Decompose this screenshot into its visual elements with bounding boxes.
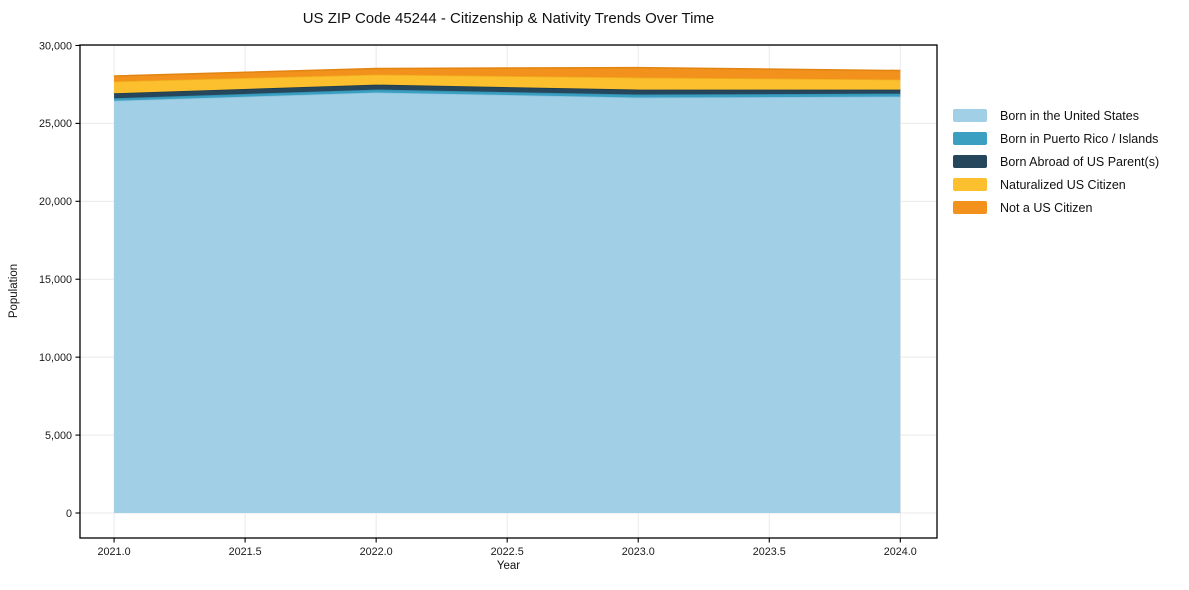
legend-item: Born in Puerto Rico / Islands [953, 131, 1159, 146]
y-tick-label: 25,000 [39, 118, 72, 130]
legend-item-label: Born Abroad of US Parent(s) [1000, 154, 1160, 169]
legend-item: Born in the United States [953, 108, 1159, 123]
x-tick-label: 2024.0 [884, 546, 917, 558]
axis-tick-labels: 2021.0 2021.5 2022.0 2022.5 2023.0 2023.5 2024… [39, 40, 917, 558]
y-axis-label: Population [8, 263, 20, 319]
x-tick-label: 2022.0 [360, 546, 393, 558]
x-tick-label: 2021.5 [229, 546, 262, 558]
x-axis-label: Year [496, 560, 521, 572]
y-tick-label: 20,000 [39, 196, 72, 208]
y-tick-label: 5,000 [45, 430, 72, 442]
y-tick-label: 10,000 [39, 352, 72, 364]
legend-item-label: Naturalized US Citizen [1000, 177, 1126, 192]
axis-ticks [75, 44, 901, 543]
legend-swatch [953, 109, 987, 122]
x-tick-label: 2022.5 [491, 546, 524, 558]
legend-item-label: Born in the United States [1000, 108, 1139, 123]
legend-item-label: Born in Puerto Rico / Islands [1000, 131, 1159, 146]
chart-title: US ZIP Code 45244 - Citizenship & Nativi… [302, 10, 715, 27]
legend-item: Born Abroad of US Parent(s) [953, 154, 1159, 169]
stacked-areas [114, 66, 901, 514]
legend-swatch [953, 178, 987, 191]
x-tick-label: 2021.0 [98, 546, 131, 558]
y-tick-label: 15,000 [39, 274, 72, 286]
x-tick-label: 2023.0 [622, 546, 655, 558]
plot-frame [79, 44, 938, 539]
legend-item: Naturalized US Citizen [953, 177, 1159, 192]
legend-swatch [953, 201, 987, 214]
legend-item-label: Not a US Citizen [1000, 200, 1093, 215]
x-tick-label: 2023.5 [753, 546, 786, 558]
y-tick-label: 30,000 [39, 40, 72, 52]
y-tick-label: 0 [66, 508, 72, 520]
legend-swatch [953, 132, 987, 145]
legend: Born in the United States Born in Puerto… [953, 108, 1159, 223]
area-born-abroad-of-us-parent-s- [114, 84, 901, 99]
legend-item: Not a US Citizen [953, 200, 1159, 215]
area-edge [114, 66, 901, 77]
legend-swatch [953, 155, 987, 168]
area-born-in-the-united-states [114, 92, 901, 514]
area-naturalized-us-citizen [114, 74, 901, 94]
